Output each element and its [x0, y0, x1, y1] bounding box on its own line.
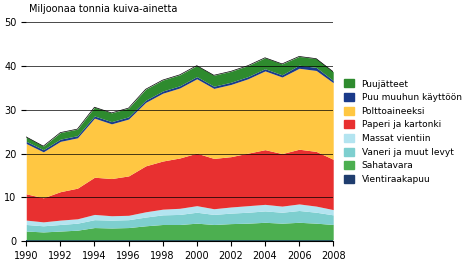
Text: Miljoonaa tonnia kuiva-ainetta: Miljoonaa tonnia kuiva-ainetta — [30, 3, 178, 14]
Legend: Puujätteet, Puu muuhun käyttöön, Polttoaineeksi, Paperi ja kartonki, Massat vien: Puujätteet, Puu muuhun käyttöön, Polttoa… — [341, 77, 464, 187]
